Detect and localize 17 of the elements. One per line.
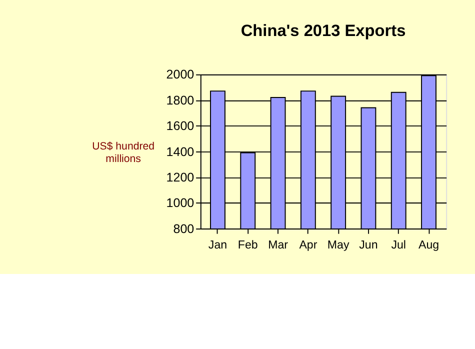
chart-title: China's 2013 Exports xyxy=(240,22,406,40)
y-tick-label: 1600 xyxy=(166,119,194,134)
y-axis-title: US$ hundred millions xyxy=(92,140,155,166)
x-tick-label: Aug xyxy=(418,239,440,252)
x-tick-label: Apr xyxy=(299,239,318,252)
y-tick-label: 1000 xyxy=(166,196,194,210)
y-tick-label: 1400 xyxy=(166,144,194,159)
x-tick-label: Jan xyxy=(208,239,228,252)
x-tick-label: Mar xyxy=(268,239,288,252)
y-tick-label: 1800 xyxy=(166,93,194,108)
y-tick-label: 800 xyxy=(173,222,194,236)
x-tick-label: May xyxy=(327,239,350,252)
y-tick-label: 2000 xyxy=(166,68,194,82)
x-tick-label: Jun xyxy=(359,239,378,252)
y-tick-label: 1200 xyxy=(166,170,194,184)
x-tick-label: Feb xyxy=(238,239,258,252)
x-tick-label: Jul xyxy=(391,239,406,252)
